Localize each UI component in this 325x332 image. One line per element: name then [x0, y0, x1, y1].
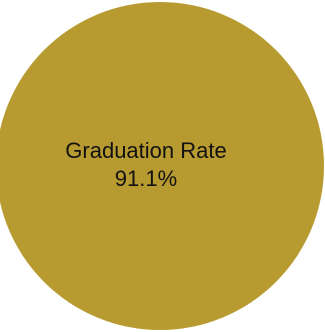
slice-label: Graduation Rate — [0, 137, 292, 165]
pie-center-label: Graduation Rate 91.1% — [0, 137, 292, 193]
slice-value-label: 91.1% — [0, 165, 292, 193]
